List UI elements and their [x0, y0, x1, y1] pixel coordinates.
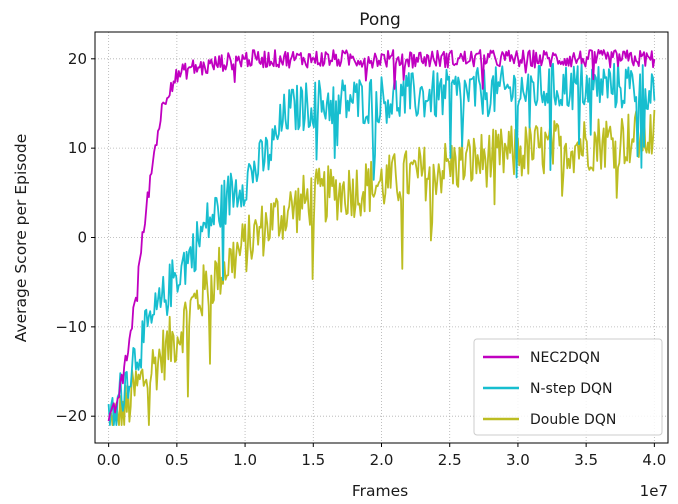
x-tick-label: 1.0 [233, 451, 257, 469]
y-tick-label: 10 [68, 139, 87, 157]
legend-label: Double DQN [530, 412, 616, 428]
legend-label: NEC2DQN [530, 350, 600, 366]
x-axis-label: Frames [352, 482, 408, 500]
y-tick-label: −10 [55, 318, 87, 336]
x-tick-label: 2.0 [370, 451, 394, 469]
x-axis-multiplier: 1e7 [640, 482, 668, 500]
x-tick-label: 0.0 [97, 451, 121, 469]
x-tick-label: 2.5 [438, 451, 462, 469]
x-tick-label: 3.5 [574, 451, 598, 469]
series-lines [107, 49, 656, 426]
series-line [107, 61, 656, 426]
axis-ticks: 0.0 0.5 1.0 1.5 2.0 2.5 3.0 3.5 4.0 −20 −10 0 10 20 [55, 50, 666, 469]
series-line [107, 49, 656, 422]
y-tick-label: −20 [55, 407, 87, 425]
x-tick-label: 0.5 [165, 451, 189, 469]
legend: NEC2DQN N-step DQN Double DQN [473, 338, 663, 436]
legend-label: N-step DQN [530, 381, 613, 397]
x-tick-label: 4.0 [642, 451, 666, 469]
series-line [108, 107, 656, 426]
x-tick-label: 1.5 [301, 451, 325, 469]
legend-box [473, 338, 663, 436]
y-tick-label: 0 [77, 229, 87, 247]
y-axis-label: Average Score per Episode [12, 134, 30, 342]
y-tick-label: 20 [68, 50, 87, 68]
chart-title: Pong [359, 10, 401, 30]
x-tick-label: 3.0 [506, 451, 530, 469]
